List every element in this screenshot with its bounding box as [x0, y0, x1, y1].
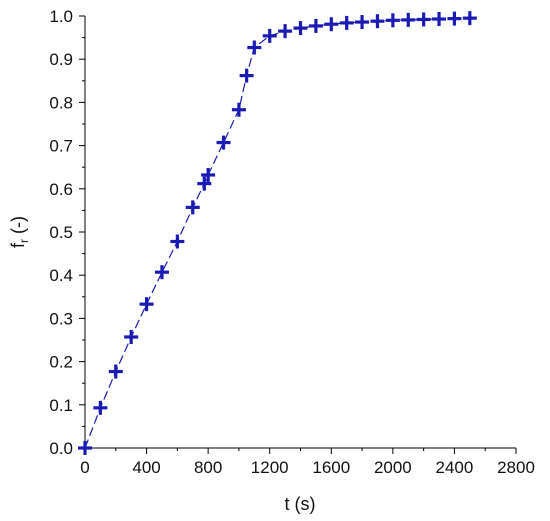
tick-labels: 0 400 800 1200 1600 2000 2400 2800 0.0 0.1 0.2 0.3 0…: [49, 7, 535, 477]
data-point: [170, 234, 185, 249]
x-axis-title: t (s): [285, 494, 316, 514]
data-point: [262, 28, 277, 43]
data-point: [93, 400, 108, 415]
data-point: [201, 167, 216, 182]
data-point: [197, 176, 212, 191]
data-point: [401, 12, 416, 27]
tick-marks: [79, 15, 517, 454]
y-axis-title-subscript: r: [17, 239, 31, 243]
data-point: [231, 102, 246, 117]
y-tick-label: 0.8: [49, 93, 73, 112]
y-tick-label: 0.7: [49, 137, 73, 156]
data-series: [78, 11, 477, 455]
x-tick-label: 1600: [312, 458, 350, 477]
data-point: [416, 12, 431, 27]
x-tick-label: 1200: [251, 458, 289, 477]
axes: [84, 16, 516, 449]
data-point: [339, 15, 354, 30]
data-point: [247, 40, 262, 55]
y-tick-label: 0.3: [49, 309, 73, 328]
data-point: [154, 265, 169, 280]
data-point: [355, 15, 370, 30]
data-point: [432, 12, 447, 27]
x-tick-label: 400: [132, 458, 160, 477]
x-tick-label: 0: [80, 458, 89, 477]
series-line: [84, 17, 470, 449]
data-point: [185, 200, 200, 215]
x-tick-label: 2400: [436, 458, 474, 477]
data-point: [139, 297, 154, 312]
data-point: [462, 11, 477, 26]
data-point: [239, 68, 254, 83]
data-point: [124, 329, 139, 344]
data-point: [447, 11, 462, 26]
y-tick-label: 0.0: [49, 439, 73, 458]
y-tick-label: 0.9: [49, 50, 73, 69]
data-point: [324, 17, 339, 32]
y-axis-title-main: f: [8, 242, 28, 248]
data-point: [293, 21, 308, 36]
data-point: [385, 13, 400, 28]
y-tick-label: 0.2: [49, 353, 73, 372]
data-point: [308, 18, 323, 33]
y-tick-label: 1.0: [49, 7, 73, 26]
x-tick-label: 2800: [497, 458, 535, 477]
data-point: [370, 14, 385, 29]
data-point: [216, 135, 231, 150]
data-point: [108, 364, 123, 379]
data-point: [78, 441, 92, 455]
data-point: [278, 24, 293, 39]
x-tick-label: 800: [194, 458, 222, 477]
y-axis-title-suffix: (-): [8, 216, 28, 239]
y-tick-label: 0.1: [49, 396, 73, 415]
x-tick-label: 2000: [374, 458, 412, 477]
y-axis-title: fr (-): [8, 216, 31, 248]
y-tick-label: 0.5: [49, 223, 73, 242]
y-tick-label: 0.6: [49, 180, 73, 199]
y-tick-label: 0.4: [49, 266, 73, 285]
